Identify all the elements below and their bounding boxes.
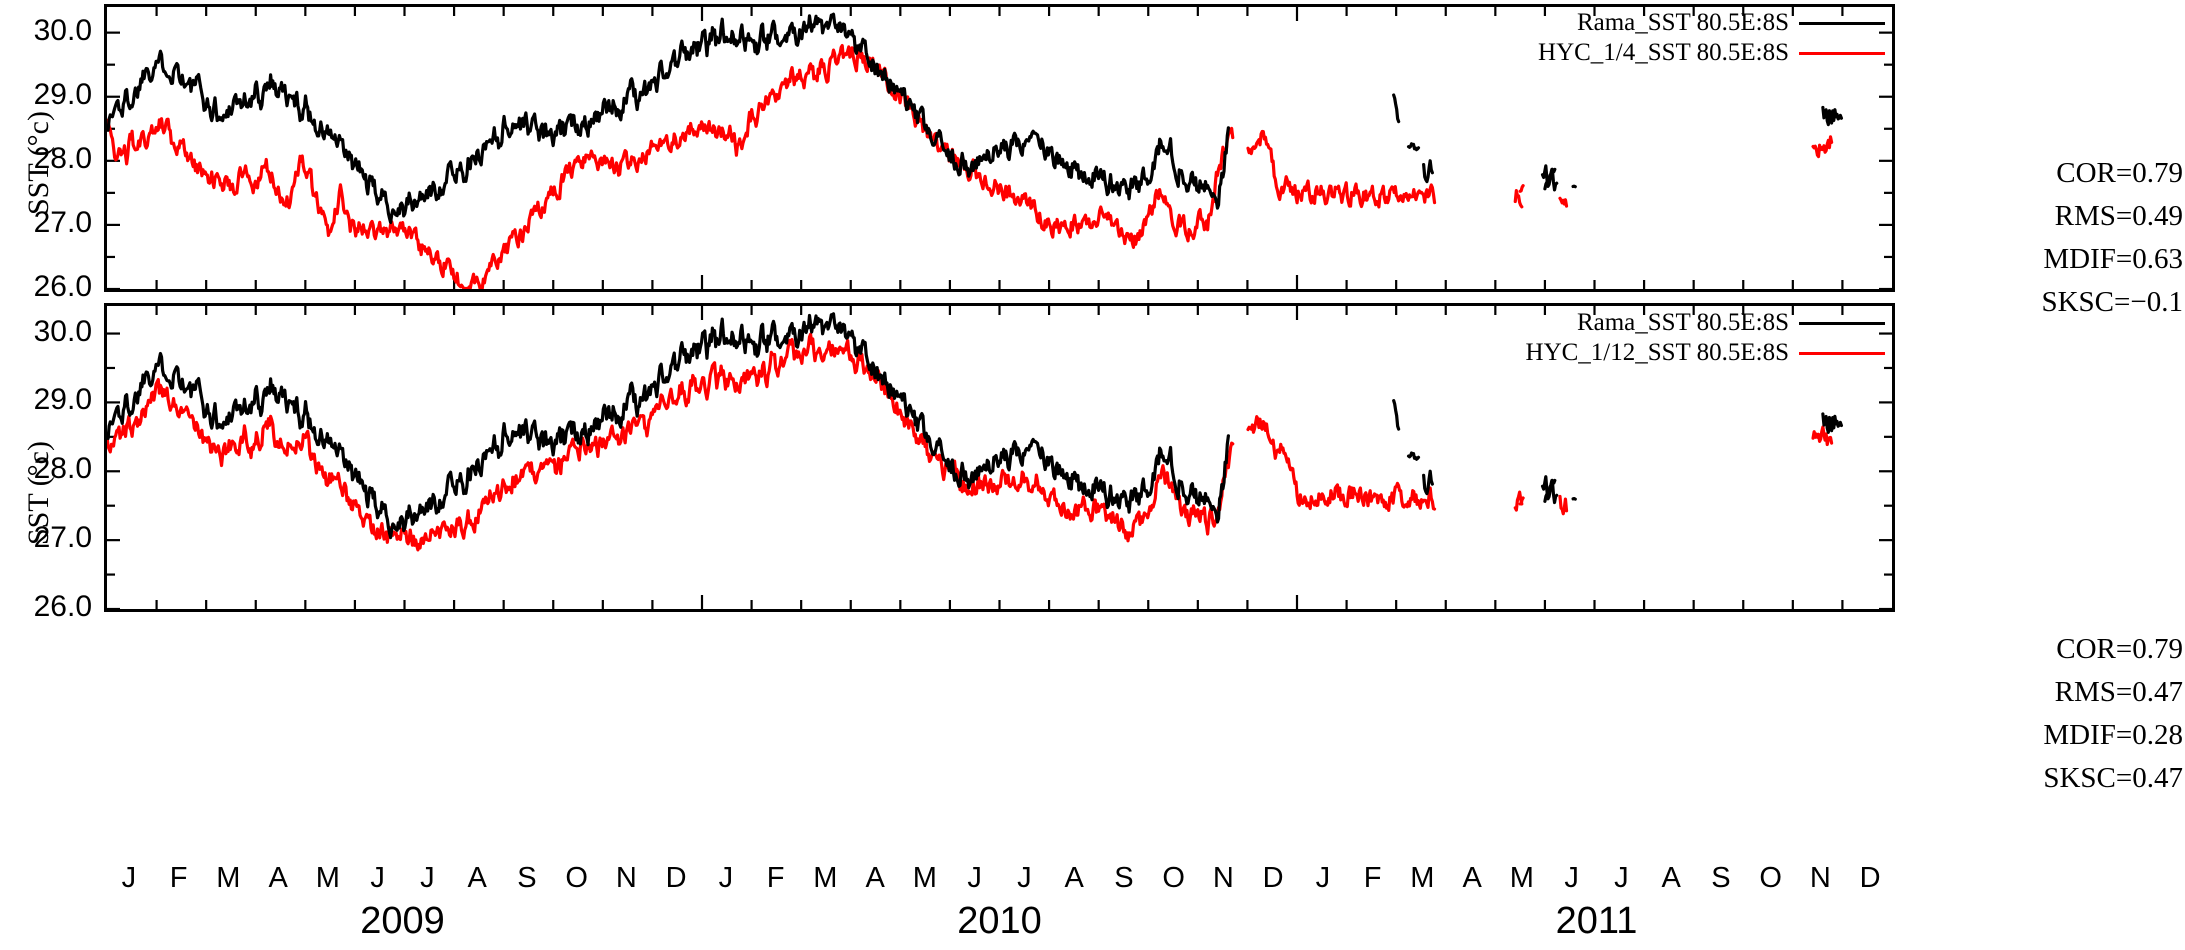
legend-row-model: HYC_1/4_SST 80.5E:8S [1538, 38, 1885, 68]
x-tick-label-month: J [1564, 862, 1579, 894]
x-axis-year-labels: 2009 2010 2011 [104, 900, 1895, 950]
legend-bottom: Rama_SST 80.5E:8S HYC_1/12_SST 80.5E:8S [1526, 308, 1885, 368]
chart-panel-bottom [104, 303, 1895, 612]
stat-rms-bottom: RMS=0.47 [2054, 676, 2183, 708]
x-tick-label-month: S [1114, 862, 1134, 894]
x-tick-label-month: J [967, 862, 982, 894]
x-tick-label-month: A [865, 862, 885, 894]
x-tick-label-month: A [1661, 862, 1681, 894]
x-tick-label-month: S [517, 862, 537, 894]
x-tick-label-month: J [121, 862, 137, 894]
legend-label-observation-bottom: Rama_SST 80.5E:8S [1576, 309, 1789, 336]
chart-panel-top [104, 4, 1895, 292]
stat-cor-bottom: COR=0.79 [2056, 633, 2183, 665]
legend-label-model: HYC_1/4_SST 80.5E:8S [1538, 39, 1789, 66]
model-series-line [107, 44, 1834, 289]
x-tick-label-month: J [370, 862, 385, 894]
x-tick-label-month: F [1363, 862, 1382, 894]
legend-top: Rama_SST 80.5E:8S HYC_1/4_SST 80.5E:8S [1538, 8, 1885, 68]
x-tick-label-year: 2009 [360, 900, 445, 942]
y-tick-label: 28.0 [33, 141, 92, 175]
x-tick-label-month: A [1064, 862, 1084, 894]
stat-mdif-bottom: MDIF=0.28 [2043, 719, 2183, 751]
y-tick-label: 29.0 [33, 77, 92, 111]
x-tick-label-month: J [718, 862, 734, 894]
plot-area-bottom [107, 306, 1892, 609]
x-tick-label-month: J [1614, 862, 1629, 894]
x-tick-label-month: N [615, 862, 637, 894]
observation-series-line [1392, 93, 1401, 124]
legend-line-model [1799, 51, 1885, 55]
y-tick-label: 26.0 [33, 590, 92, 623]
axis-ticks [107, 306, 1892, 609]
stat-rms-top: RMS=0.49 [2054, 200, 2183, 232]
legend-line-observation-bottom [1799, 321, 1885, 325]
legend-line-observation [1799, 21, 1885, 25]
observation-series-line [1406, 451, 1421, 461]
legend-label-observation: Rama_SST 80.5E:8S [1576, 9, 1789, 36]
x-tick-label-month: D [665, 862, 687, 894]
legend-row-observation-bottom: Rama_SST 80.5E:8S [1526, 308, 1885, 338]
x-tick-label-month: O [565, 862, 588, 894]
model-series-line [107, 332, 1834, 552]
x-tick-label-month: N [1212, 862, 1234, 894]
x-tick-label-year: 2011 [1555, 900, 1638, 942]
legend-row-observation: Rama_SST 80.5E:8S [1538, 8, 1885, 38]
x-tick-label-month: J [1017, 862, 1032, 894]
x-tick-label-month: M [813, 862, 838, 894]
x-tick-label-month: A [268, 862, 288, 894]
plot-area-top [107, 7, 1892, 289]
y-tick-label: 29.0 [33, 383, 92, 417]
stats-block-bottom: COR=0.79 RMS=0.47 MDIF=0.28 SKSC=0.47 [2043, 628, 2183, 800]
x-tick-label-month: N [1809, 862, 1831, 894]
y-tick-label: 26.0 [33, 270, 92, 303]
x-tick-label-month: M [1509, 862, 1534, 894]
stat-sksc-bottom: SKSC=0.47 [2043, 762, 2183, 794]
x-tick-label-month: F [766, 862, 785, 894]
x-tick-label-month: J [1315, 862, 1331, 894]
stat-sksc-top: SKSC=−0.1 [2041, 286, 2183, 318]
y-tick-label: 27.0 [33, 521, 92, 555]
observation-series-line [1543, 167, 1557, 191]
legend-row-model-bottom: HYC_1/12_SST 80.5E:8S [1526, 338, 1885, 368]
y-tick-label: 28.0 [33, 452, 92, 486]
x-tick-label-month: S [1711, 862, 1731, 894]
y-tick-label: 30.0 [33, 314, 92, 348]
x-tick-label-month: D [1859, 862, 1881, 894]
x-tick-label-year: 2010 [957, 900, 1042, 942]
observation-series-line [1392, 399, 1401, 431]
stat-cor-top: COR=0.79 [2056, 157, 2183, 189]
observation-series-line [1543, 478, 1557, 503]
x-tick-label-month: M [315, 862, 340, 894]
x-tick-label-month: A [467, 862, 487, 894]
stat-mdif-top: MDIF=0.63 [2043, 243, 2183, 275]
observation-series-line [1406, 142, 1421, 152]
x-tick-label-month: A [1462, 862, 1482, 894]
y-tick-label: 30.0 [33, 13, 92, 47]
y-tick-label: 27.0 [33, 205, 92, 239]
stats-block-top: COR=0.79 RMS=0.49 MDIF=0.63 SKSC=−0.1 [2041, 152, 2183, 324]
axis-ticks [107, 7, 1892, 289]
x-tick-label-month: O [1759, 862, 1782, 894]
model-series-line [1518, 496, 1525, 506]
x-tick-label-month: M [216, 862, 241, 894]
legend-line-model-bottom [1799, 351, 1885, 355]
observation-series-line [107, 12, 1844, 225]
x-tick-label-month: M [1410, 862, 1435, 894]
observation-series-line [107, 312, 1844, 540]
legend-label-model-bottom: HYC_1/12_SST 80.5E:8S [1525, 339, 1789, 366]
x-tick-label-month: O [1162, 862, 1185, 894]
x-tick-label-month: F [169, 862, 188, 894]
x-tick-label-month: J [420, 862, 435, 894]
x-tick-label-month: M [912, 862, 937, 894]
x-tick-label-month: D [1262, 862, 1284, 894]
model-series-line [1518, 184, 1525, 193]
